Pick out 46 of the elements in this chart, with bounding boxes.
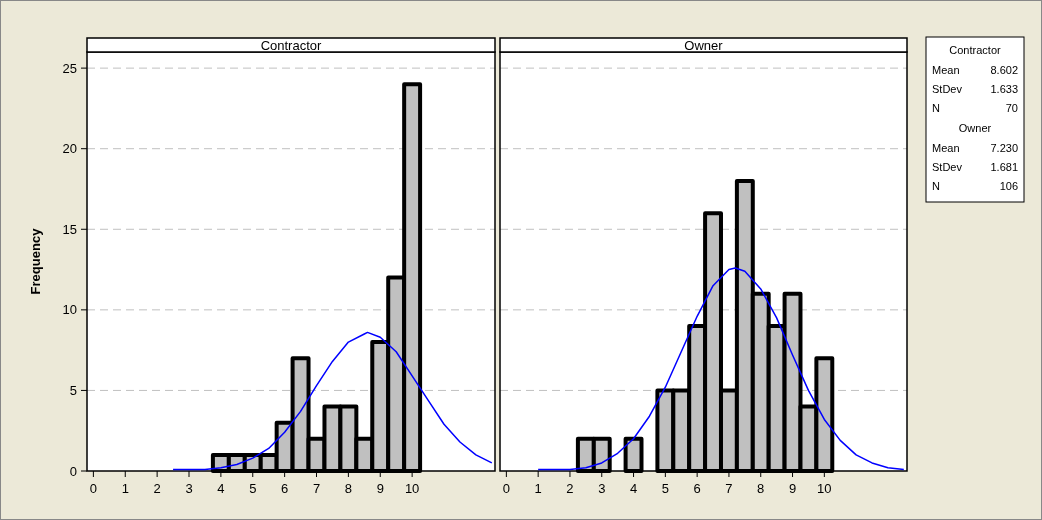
line-series <box>172 331 493 471</box>
y-tick-label: 5 <box>69 382 77 398</box>
text: 1.633 <box>990 83 1018 95</box>
x-tick-label: 9 <box>788 481 797 496</box>
text: 106 <box>999 180 1018 192</box>
x-tick-label: 6 <box>281 481 289 496</box>
x-tick-label: 6 <box>693 481 701 496</box>
text: 1.681 <box>990 161 1018 173</box>
x-tick-label: 10 <box>404 481 420 496</box>
text: Contractor <box>949 44 1002 56</box>
y-tick-label: 25 <box>62 60 77 76</box>
y-axis-title: Frequency <box>28 227 43 295</box>
x-tick-label: 1 <box>121 481 129 496</box>
x-tick-label: 8 <box>344 481 352 496</box>
text: StDev <box>932 161 963 173</box>
x-tick-label: 0 <box>89 481 97 496</box>
x-tick-label: 5 <box>661 481 669 496</box>
x-tick-label: 7 <box>725 481 733 496</box>
x-tick-label: 4 <box>217 481 225 496</box>
y-tick-label: 20 <box>62 141 77 157</box>
text: 70 <box>1005 102 1018 114</box>
text: 7.230 <box>990 142 1018 154</box>
x-tick-label: 4 <box>629 481 638 496</box>
text: StDev <box>932 83 963 95</box>
x-tick-label: 3 <box>185 481 193 496</box>
y-tick-label: 15 <box>62 221 77 237</box>
x-tick-label: 9 <box>376 481 384 496</box>
x-tick-label: 2 <box>566 481 574 496</box>
x-tick-label: 10 <box>817 481 832 496</box>
text: N <box>932 102 940 114</box>
x-tick-label: 3 <box>598 481 606 496</box>
y-tick-label: 0 <box>69 463 77 479</box>
text: N <box>932 180 940 192</box>
x-tick-label: 8 <box>757 481 765 496</box>
x-tick-label: 1 <box>534 481 542 496</box>
text: Owner <box>958 122 992 134</box>
x-tick-label: 0 <box>502 481 510 496</box>
text: 8.602 <box>990 64 1018 76</box>
x-tick-label: 5 <box>249 481 257 496</box>
x-tick-label: 7 <box>312 481 321 496</box>
text: Mean <box>932 64 960 76</box>
text: Mean <box>932 142 960 154</box>
chart-title: Owner <box>684 37 724 53</box>
x-tick-label: 2 <box>153 481 161 496</box>
y-tick-label: 10 <box>62 302 77 318</box>
chart-title: Contractor <box>260 37 323 53</box>
